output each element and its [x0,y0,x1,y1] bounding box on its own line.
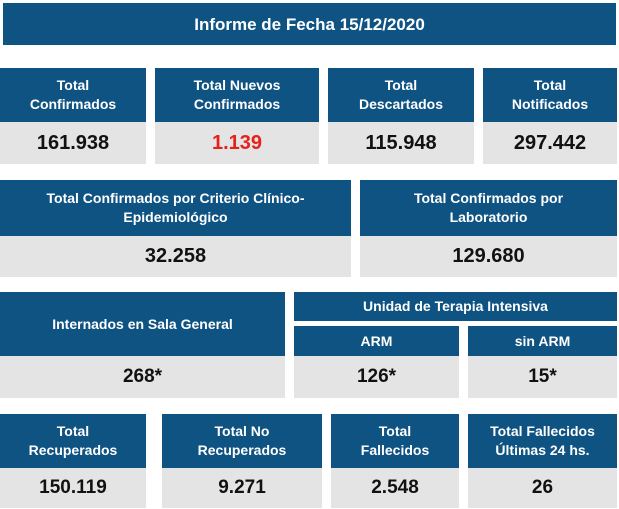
total-notificados-label-2: Notificados [511,96,589,112]
total-nuevos-confirmados-value: 1.139 [155,122,319,164]
total-no-recuperados-value: 9.271 [162,468,322,508]
total-confirmados-header: Total Confirmados [0,68,146,122]
fallecidos-24h-label-2: Últimas 24 hs. [495,442,590,458]
uti-header: Unidad de Terapia Intensiva [294,292,617,321]
total-fallecidos-label-2: Fallecidos [360,442,430,458]
total-no-recuperados-header: Total No Recuperados [162,414,322,468]
total-recuperados-label-1: Total [56,423,90,439]
sala-general-label: Internados en Sala General [52,315,233,332]
total-fallecidos-header: Total Fallecidos [331,414,459,468]
arm-header: ARM [294,326,459,356]
total-confirmados-label-2: Confirmados [29,96,117,112]
sin-arm-header: sin ARM [468,326,617,356]
total-notificados-header: Total Notificados [483,68,617,122]
total-descartados-header: Total Descartados [328,68,474,122]
total-fallecidos-value: 2.548 [331,468,459,508]
total-notificados-value: 297.442 [483,122,617,164]
total-no-recuperados-label-1: Total No [214,423,270,439]
total-descartados-label-1: Total [384,77,418,93]
total-fallecidos-label-1: Total [378,423,412,439]
arm-value: 126* [294,356,459,398]
sin-arm-value: 15* [468,356,617,398]
laboratorio-header: Total Confirmados por Laboratorio [360,180,617,236]
total-recuperados-header: Total Recuperados [0,414,146,468]
sin-arm-label: sin ARM [514,332,571,349]
total-nuevos-confirmados-label-2: Confirmados [193,96,281,112]
uti-label: Unidad de Terapia Intensiva [363,298,548,314]
sala-general-value: 268* [0,356,285,398]
total-nuevos-confirmados-header: Total Nuevos Confirmados [155,68,319,122]
fallecidos-24h-value: 26 [468,468,617,508]
fallecidos-24h-label-1: Total Fallecidos [490,423,595,439]
total-notificados-label-1: Total [533,77,567,93]
criterio-clinico-header: Total Confirmados por Criterio Clínico- E… [0,180,351,236]
total-no-recuperados-label-2: Recuperados [197,442,287,458]
fallecidos-24h-header: Total Fallecidos Últimas 24 hs. [468,414,617,468]
total-confirmados-label-1: Total [56,77,90,93]
laboratorio-label-2: Laboratorio [449,209,528,225]
laboratorio-value: 129.680 [360,236,617,277]
criterio-clinico-value: 32.258 [0,236,351,277]
total-recuperados-label-2: Recuperados [28,442,118,458]
report-title: Informe de Fecha 15/12/2020 [3,3,616,45]
sala-general-header: Internados en Sala General [0,292,285,356]
total-confirmados-value: 161.938 [0,122,146,164]
report-title-text: Informe de Fecha 15/12/2020 [194,14,425,34]
total-recuperados-value: 150.119 [0,468,146,508]
arm-label: ARM [360,332,393,349]
criterio-clinico-label-1: Total Confirmados por Criterio Clínico- [46,190,305,206]
total-descartados-label-2: Descartados [358,96,444,112]
total-descartados-value: 115.948 [328,122,474,164]
total-nuevos-confirmados-label-1: Total Nuevos [193,77,281,93]
laboratorio-label-1: Total Confirmados por [413,190,564,206]
criterio-clinico-label-2: Epidemiológico [123,209,228,225]
